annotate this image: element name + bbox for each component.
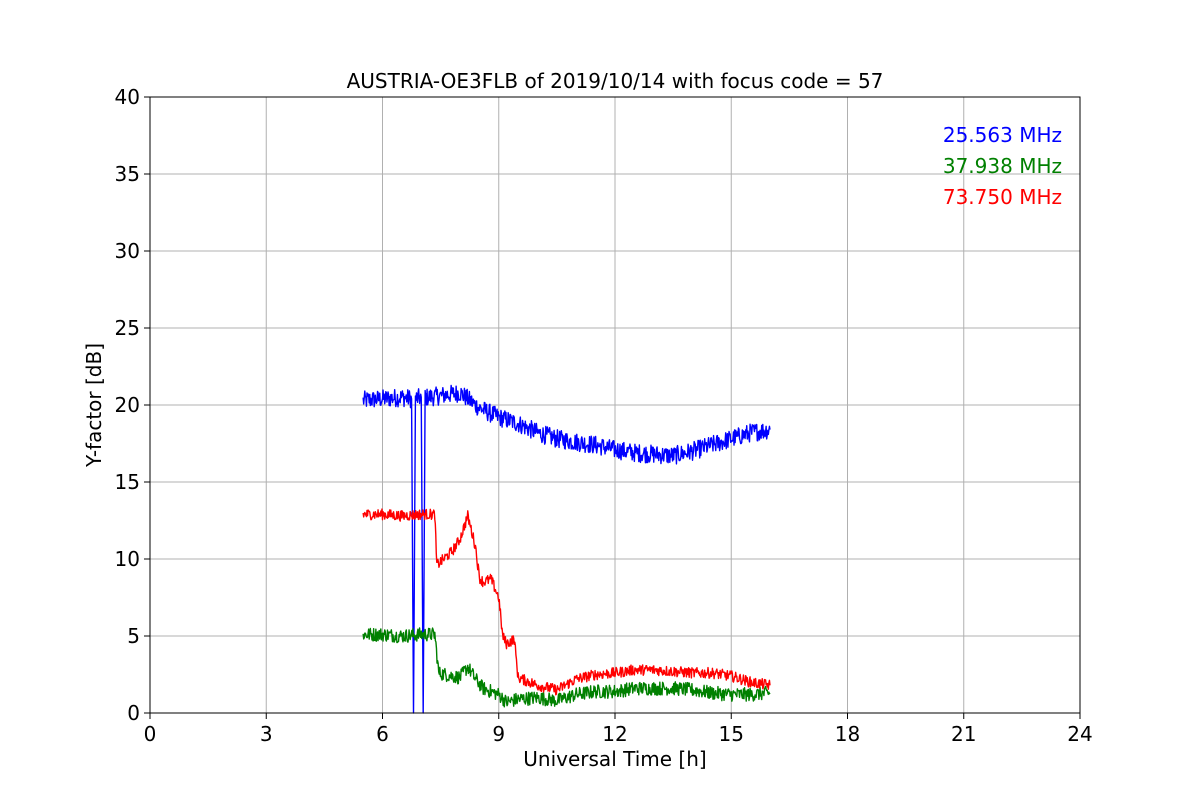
x-tick-label: 15 bbox=[719, 722, 744, 746]
y-tick-label: 5 bbox=[127, 624, 140, 648]
y-tick-label: 20 bbox=[115, 393, 140, 417]
legend-entry: 73.750 MHz bbox=[943, 185, 1062, 209]
x-tick-label: 24 bbox=[1067, 722, 1092, 746]
x-tick-label: 21 bbox=[951, 722, 976, 746]
series-line-1 bbox=[362, 384, 771, 714]
x-tick-label: 12 bbox=[602, 722, 627, 746]
y-tick-label: 30 bbox=[115, 239, 140, 263]
tick-layer: 0 3 6 9 12 15 18 21 24 0 5 10 15 20 25 30 35 40 bbox=[115, 85, 1093, 746]
series-line-3 bbox=[362, 508, 771, 696]
y-axis-title: Y-factor [dB] bbox=[82, 343, 106, 468]
chart-title: AUSTRIA-OE3FLB of 2019/10/14 with focus … bbox=[347, 69, 884, 93]
x-tick-label: 3 bbox=[260, 722, 273, 746]
legend-entry: 25.563 MHz bbox=[943, 123, 1062, 147]
x-tick-label: 18 bbox=[835, 722, 860, 746]
legend-entry: 37.938 MHz bbox=[943, 154, 1062, 178]
series-layer bbox=[362, 384, 771, 714]
y-tick-label: 40 bbox=[115, 85, 140, 109]
y-tick-label: 0 bbox=[127, 701, 140, 725]
y-tick-label: 35 bbox=[115, 162, 140, 186]
series-line-2 bbox=[362, 627, 771, 708]
x-tick-label: 0 bbox=[144, 722, 157, 746]
x-axis-title: Universal Time [h] bbox=[523, 747, 706, 771]
grid bbox=[150, 97, 1080, 713]
x-tick-label: 6 bbox=[376, 722, 389, 746]
y-tick-label: 10 bbox=[115, 547, 140, 571]
legend: 25.563 MHz 37.938 MHz 73.750 MHz bbox=[943, 123, 1062, 209]
x-tick-label: 9 bbox=[492, 722, 505, 746]
y-tick-label: 15 bbox=[115, 470, 140, 494]
y-tick-label: 25 bbox=[115, 316, 140, 340]
